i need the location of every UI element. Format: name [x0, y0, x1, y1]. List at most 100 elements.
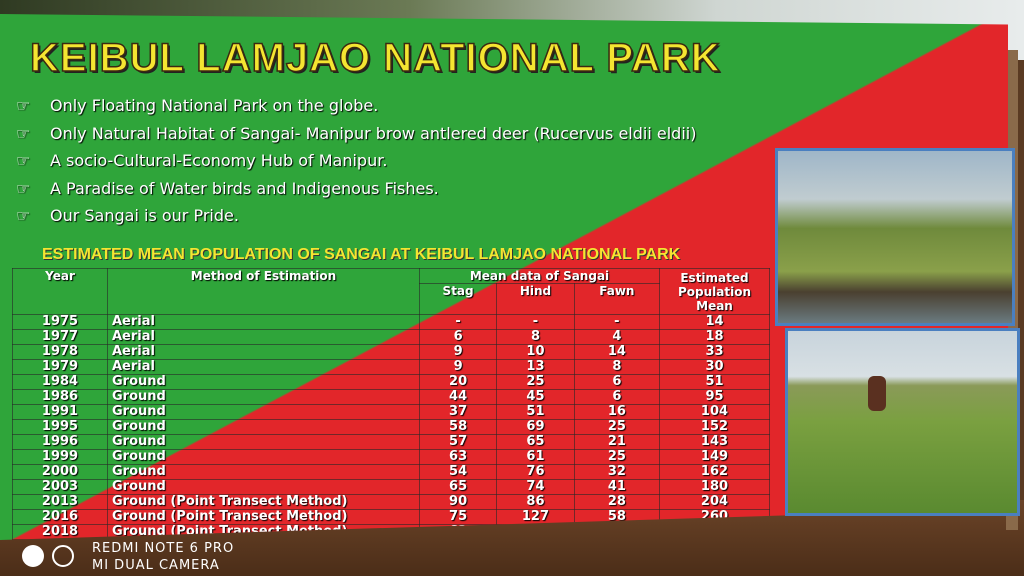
sangai-deer-photo [785, 328, 1020, 516]
cell-hind: 13 [496, 359, 575, 375]
cell-hind: 74 [496, 479, 575, 495]
cell-fawn: 41 [573, 479, 661, 495]
cell-method: Aerial [107, 344, 420, 360]
cell-estimated: 104 [659, 404, 770, 420]
bullet-item: ☞ Only Floating National Park on the glob… [16, 92, 696, 120]
bullet-text: A Paradise of Water birds and Indigenous… [50, 178, 439, 198]
bullet-item: ☞ A socio-Cultural-Economy Hub of Manipur… [16, 147, 696, 175]
cell-estimated: 162 [659, 464, 770, 480]
cell-fawn: - [573, 314, 661, 330]
table-title: ESTIMATED MEAN POPULATION OF SANGAI AT K… [42, 246, 681, 263]
cell-stag: 44 [418, 389, 498, 405]
cell-estimated: 51 [659, 374, 770, 390]
cell-stag: 63 [418, 449, 498, 465]
cell-fawn: 8 [573, 359, 661, 375]
table-row: 1991 Ground 37 51 16 104 [12, 404, 770, 420]
table-row: 1996 Ground 57 65 21 143 [12, 434, 770, 450]
cell-fawn: 14 [573, 344, 661, 360]
table-row: 1978 Aerial 9 10 14 33 [12, 344, 770, 360]
pointing-hand-icon: ☞ [16, 151, 31, 170]
cell-fawn: 25 [573, 419, 661, 435]
bullet-text: Only Natural Habitat of Sangai- Manipur … [50, 123, 697, 143]
cell-year: 2003 [12, 479, 108, 495]
cell-stag: 75 [418, 509, 498, 525]
cell-method: Ground [107, 404, 420, 420]
cell-estimated: 95 [659, 389, 770, 405]
cell-method: Ground [107, 434, 420, 450]
cell-stag: 65 [418, 479, 498, 495]
wetland-birds-photo [775, 148, 1015, 326]
cell-method: Ground [107, 374, 420, 390]
header-stag: Stag [418, 283, 498, 315]
cell-fawn: 6 [573, 389, 661, 405]
cell-year: 1991 [12, 404, 108, 420]
cell-method: Aerial [107, 329, 420, 345]
bullet-text: Our Sangai is our Pride. [50, 206, 239, 225]
cell-year: 1995 [12, 419, 108, 435]
cell-stag: 37 [418, 404, 498, 420]
watermark-line1: REDMI NOTE 6 PRO [92, 541, 235, 556]
cell-year: 1975 [12, 314, 108, 330]
bullet-item: ☞ Our Sangai is our Pride. [16, 202, 696, 230]
table-row: 2003 Ground 65 74 41 180 [12, 479, 770, 495]
cell-hind: 127 [496, 509, 575, 525]
cell-stag: 9 [418, 344, 498, 360]
table-row: 1995 Ground 58 69 25 152 [12, 419, 770, 435]
cell-hind: 8 [496, 329, 575, 345]
cell-fawn: 28 [573, 494, 661, 510]
cell-fawn: 25 [573, 449, 661, 465]
cell-stag: 6 [418, 329, 498, 345]
table-row: 1979 Aerial 9 13 8 30 [12, 359, 770, 375]
pointing-hand-icon: ☞ [16, 178, 31, 198]
cell-hind: 69 [496, 419, 575, 435]
pointing-hand-icon: ☞ [16, 206, 31, 225]
bullet-text: Only Floating National Park on the globe… [50, 96, 379, 115]
cell-stag: 20 [418, 374, 498, 390]
cell-method: Ground [107, 419, 420, 435]
table-row: 1999 Ground 63 61 25 149 [12, 449, 770, 465]
cell-year: 2013 [12, 494, 108, 510]
table-row: 1984 Ground 20 25 6 51 [12, 374, 770, 390]
cell-hind: - [496, 314, 575, 330]
pointing-hand-icon: ☞ [16, 123, 31, 143]
cell-method: Aerial [107, 359, 420, 375]
cell-estimated: 14 [659, 314, 770, 330]
cell-stag: 90 [418, 494, 498, 510]
cell-estimated: 149 [659, 449, 770, 465]
watermark-ring-icon [52, 545, 74, 567]
camera-watermark: REDMI NOTE 6 PRO MI DUAL CAMERA [22, 541, 322, 575]
cell-stag: 58 [418, 419, 498, 435]
cell-hind: 76 [496, 464, 575, 480]
cell-estimated: 143 [659, 434, 770, 450]
cell-hind: 25 [496, 374, 575, 390]
cell-fawn: 4 [573, 329, 661, 345]
sign-title: KEIBUL LAMJAO NATIONAL PARK [29, 35, 721, 81]
cell-year: 1978 [12, 344, 108, 360]
cell-estimated: 180 [659, 479, 770, 495]
cell-fawn: 32 [573, 464, 661, 480]
bullet-item: ☞ A Paradise of Water birds and Indigenou… [16, 175, 696, 203]
cell-year: 2018 [12, 524, 108, 540]
cell-method: Aerial [107, 314, 420, 330]
cell-hind: 45 [496, 389, 575, 405]
cell-stag: 9 [418, 359, 498, 375]
watermark-line2: MI DUAL CAMERA [92, 558, 220, 573]
bullet-item: ☞ Only Natural Habitat of Sangai- Manipur… [16, 120, 696, 148]
table-row: 1975 Aerial - - -14 [12, 314, 770, 330]
bullet-list: ☞ Only Floating National Park on the glob… [16, 92, 696, 230]
cell-year: 1979 [12, 359, 108, 375]
table-row: 1977 Aerial 6 8 4 18 [12, 329, 770, 345]
pointing-hand-icon: ☞ [16, 96, 31, 115]
bullet-text: A socio-Cultural-Economy Hub of Manipur. [50, 151, 388, 170]
cell-estimated: 33 [659, 344, 770, 360]
cell-stag: 54 [418, 464, 498, 480]
cell-method: Ground (Point Transect Method) [107, 509, 420, 525]
cell-hind: 65 [496, 434, 575, 450]
cell-hind: 10 [496, 344, 575, 360]
cell-hind: 51 [496, 404, 575, 420]
deer [868, 376, 886, 411]
table-row: 2013 Ground (Point Transect Method) 90 86 28… [12, 494, 770, 510]
cell-year: 2016 [12, 509, 108, 525]
cell-year: 1986 [12, 389, 108, 405]
cell-method: Ground [107, 449, 420, 465]
